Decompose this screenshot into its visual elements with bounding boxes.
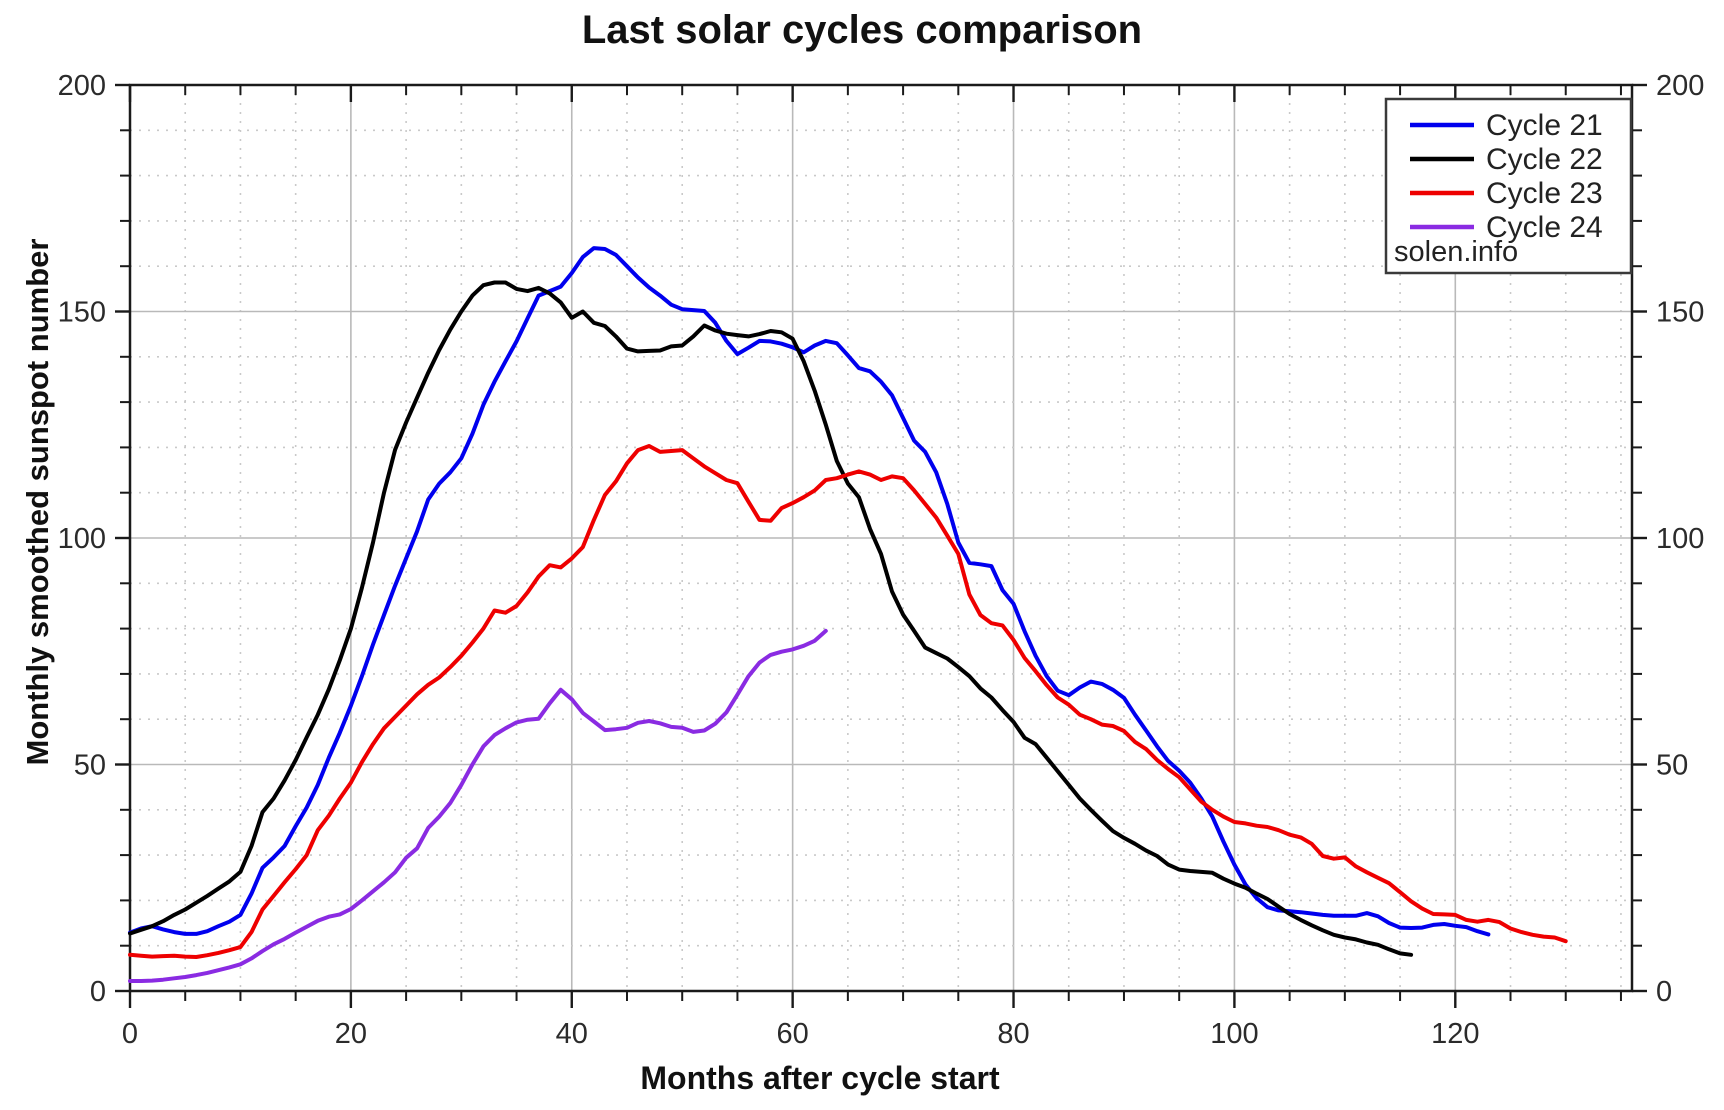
x-tick-label: 100	[1210, 1018, 1258, 1050]
y-tick-label-left: 150	[58, 297, 106, 329]
x-tick-label: 80	[997, 1018, 1029, 1050]
x-tick-label: 0	[122, 1018, 138, 1050]
y-tick-label-right: 50	[1656, 750, 1688, 782]
series-line-cycle-24	[128, 628, 828, 983]
series-line-cycle-21	[128, 246, 1491, 937]
y-tick-label-left: 200	[58, 70, 106, 102]
legend-label: Cycle 24	[1486, 211, 1603, 244]
chart-title: Last solar cycles comparison	[581, 8, 1143, 52]
y-tick-label-left: 0	[90, 976, 106, 1008]
y-tick-label-left: 100	[58, 523, 106, 555]
series-line-cycle-22	[128, 280, 1414, 957]
legend-note-solen-info: solen.info	[1394, 236, 1518, 268]
legend-label: Cycle 21	[1486, 109, 1603, 142]
y-tick-label-left: 50	[74, 750, 106, 782]
y-tick-label-right: 200	[1656, 70, 1704, 102]
y-tick-label-right: 0	[1656, 976, 1672, 1008]
legend-label: Cycle 22	[1486, 143, 1603, 176]
legend-box	[1384, 97, 1633, 275]
x-tick-label: 60	[777, 1018, 809, 1050]
y-tick-label-right: 150	[1656, 297, 1704, 329]
y-axis-title: Monthly smoothed sunspot number	[20, 238, 55, 766]
x-tick-label: 40	[556, 1018, 588, 1050]
y-tick-label-right: 100	[1656, 523, 1704, 555]
x-tick-label: 20	[335, 1018, 367, 1050]
legend-label: Cycle 23	[1486, 177, 1603, 210]
series-line-cycle-23	[128, 444, 1568, 959]
x-tick-label: 120	[1431, 1018, 1479, 1050]
x-axis-title: Months after cycle start	[640, 1060, 1000, 1096]
